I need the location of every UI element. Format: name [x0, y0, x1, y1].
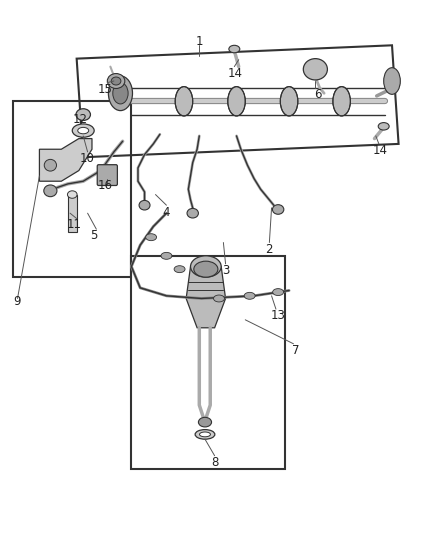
Text: 12: 12	[72, 114, 87, 126]
Ellipse shape	[191, 256, 221, 277]
Ellipse shape	[113, 83, 128, 104]
Ellipse shape	[175, 86, 193, 116]
Ellipse shape	[280, 86, 298, 116]
Ellipse shape	[145, 233, 156, 241]
Ellipse shape	[378, 123, 389, 130]
Text: 13: 13	[271, 309, 286, 322]
Bar	[68, 195, 77, 232]
Text: 5: 5	[91, 229, 98, 242]
Text: 9: 9	[13, 295, 21, 308]
Ellipse shape	[72, 124, 94, 137]
Text: 4: 4	[162, 206, 170, 219]
Text: 2: 2	[265, 243, 273, 256]
Ellipse shape	[174, 266, 185, 273]
Ellipse shape	[108, 76, 132, 111]
Bar	[131, 256, 285, 469]
Ellipse shape	[76, 109, 90, 120]
Text: 1: 1	[195, 35, 203, 48]
Text: 8: 8	[211, 456, 218, 469]
Ellipse shape	[228, 86, 245, 116]
Text: 6: 6	[314, 88, 321, 101]
Ellipse shape	[67, 191, 77, 198]
Text: 7: 7	[292, 344, 300, 357]
Ellipse shape	[44, 185, 57, 197]
Text: 10: 10	[80, 152, 95, 165]
Ellipse shape	[229, 45, 240, 53]
Ellipse shape	[200, 432, 210, 437]
Ellipse shape	[303, 59, 328, 80]
Text: 14: 14	[228, 67, 243, 80]
Ellipse shape	[107, 74, 125, 88]
Ellipse shape	[384, 68, 400, 94]
Ellipse shape	[195, 430, 215, 439]
Ellipse shape	[198, 417, 212, 427]
Ellipse shape	[161, 253, 172, 259]
Ellipse shape	[333, 86, 350, 116]
Text: 14: 14	[373, 144, 388, 157]
Ellipse shape	[78, 127, 88, 134]
Bar	[13, 101, 131, 277]
Text: 16: 16	[98, 179, 113, 192]
Ellipse shape	[111, 77, 121, 85]
Polygon shape	[39, 139, 92, 181]
Text: 15: 15	[98, 83, 113, 96]
Ellipse shape	[194, 261, 218, 277]
Text: 11: 11	[67, 219, 82, 231]
FancyBboxPatch shape	[97, 165, 117, 185]
Ellipse shape	[244, 292, 255, 300]
Ellipse shape	[214, 295, 224, 302]
Polygon shape	[186, 266, 226, 328]
Text: 3: 3	[222, 264, 229, 277]
Ellipse shape	[139, 200, 150, 210]
Ellipse shape	[272, 205, 284, 214]
Ellipse shape	[187, 208, 198, 218]
Ellipse shape	[272, 289, 284, 295]
Ellipse shape	[44, 159, 57, 171]
